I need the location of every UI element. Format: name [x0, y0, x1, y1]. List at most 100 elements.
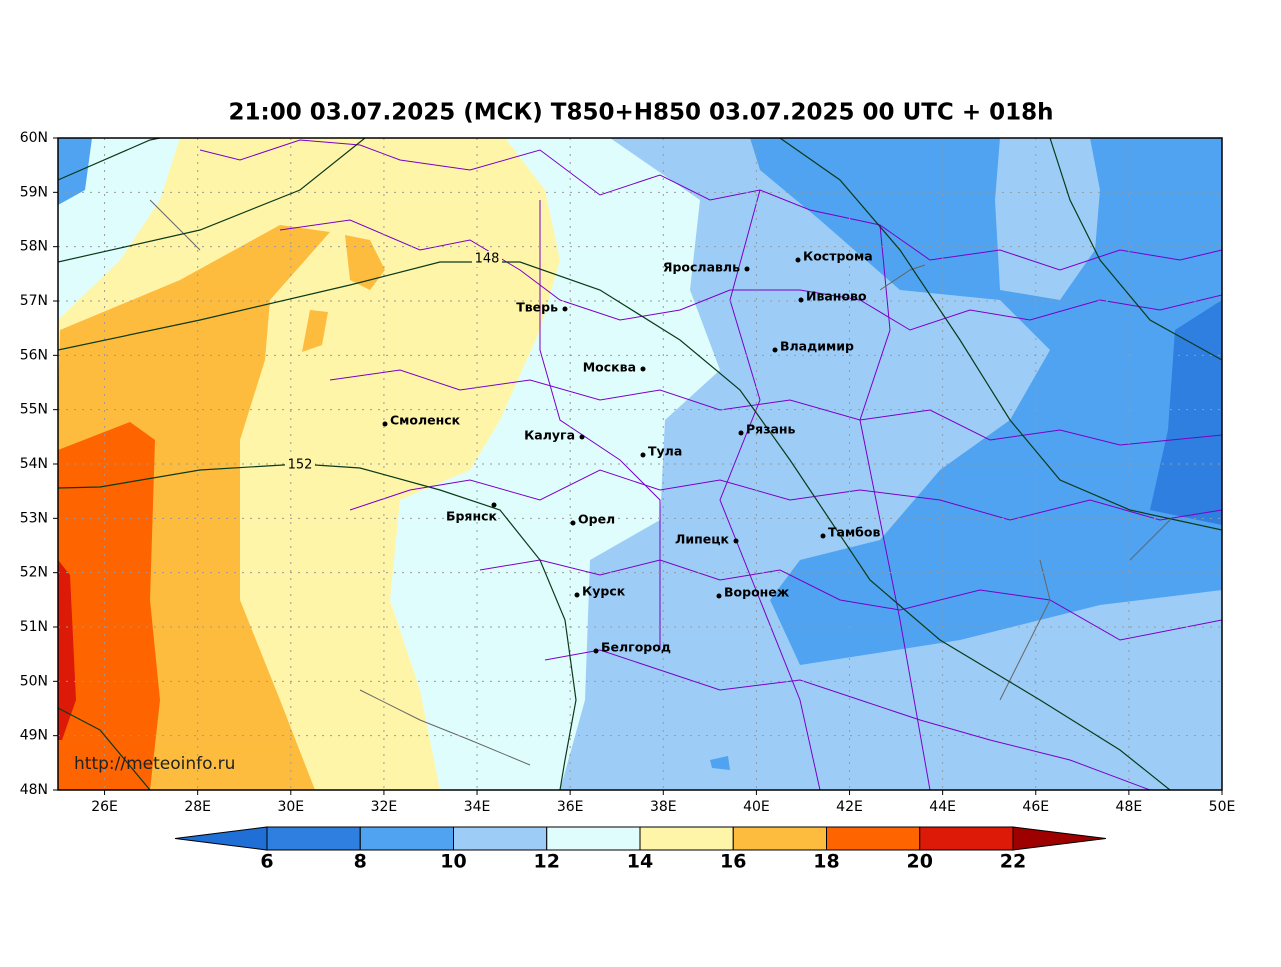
city-dot	[593, 648, 599, 654]
lon-label: 30E	[277, 799, 304, 815]
colorbar-tick-label: 6	[260, 851, 273, 873]
field	[58, 138, 92, 205]
city-dot	[744, 266, 750, 272]
coastline	[149, 199, 1171, 766]
colorbar-tick-label: 10	[440, 851, 466, 873]
city-dot	[570, 520, 576, 526]
colorbar-segment	[732, 826, 827, 851]
lon-label: 26E	[91, 799, 118, 815]
field	[750, 138, 1222, 665]
city-label: Владимир	[780, 339, 854, 354]
city-dot	[795, 257, 801, 263]
lon-label: 34E	[464, 799, 491, 815]
lat-label: 52N	[20, 565, 48, 581]
city-label: Тверь	[516, 300, 558, 315]
city-dot	[562, 306, 568, 312]
colorbar-tick-label: 12	[534, 851, 560, 873]
city-dot	[574, 592, 580, 598]
city-dot	[491, 502, 497, 508]
colorbar: 6 8 10 12 14 16 18 20 22	[174, 826, 1107, 873]
contour-label: 152	[288, 458, 313, 473]
lon-label: 32E	[371, 799, 398, 815]
colorbar-tick-label: 16	[720, 851, 746, 873]
city-label: Смоленск	[390, 413, 461, 428]
city-dot	[716, 593, 722, 599]
lat-label: 59N	[20, 184, 48, 200]
city-dot	[798, 297, 804, 303]
lon-label: 38E	[650, 799, 677, 815]
colorbar-segment	[359, 826, 454, 851]
colorbar-under	[174, 826, 268, 851]
height-contours	[58, 138, 1222, 790]
borders	[199, 139, 1222, 790]
colorbar-segment	[826, 826, 921, 851]
lat-label: 60N	[20, 130, 48, 146]
lon-label: 50E	[1209, 799, 1236, 815]
city-dot	[820, 533, 826, 539]
lon-label: 48E	[1116, 799, 1143, 815]
city-label: Белгород	[601, 640, 671, 655]
lat-label: 53N	[20, 510, 48, 526]
axes: 60N 59N 58N 57N 56N 55N 54N 53N 52N 51N 50N 49N 48N 2…	[20, 130, 1236, 815]
city-label: Брянск	[446, 509, 498, 524]
colorbar-tick-label: 22	[1000, 851, 1026, 873]
city-label: Кострома	[803, 249, 873, 264]
field	[58, 422, 160, 790]
lat-label: 50N	[20, 673, 48, 689]
colorbar-segment	[453, 826, 548, 851]
colorbar-segment	[266, 826, 361, 851]
graticule	[58, 138, 1222, 790]
lat-label: 49N	[20, 728, 48, 744]
field	[995, 138, 1100, 300]
lat-label: 54N	[20, 456, 48, 472]
field	[58, 560, 76, 740]
colorbar-tick-label: 14	[627, 851, 653, 873]
city-dot	[382, 421, 388, 427]
colorbar-tick-label: 20	[907, 851, 933, 873]
colorbar-over	[1012, 826, 1107, 851]
lon-label: 36E	[557, 799, 584, 815]
lon-label: 28E	[184, 799, 211, 815]
city-label: Тамбов	[828, 525, 880, 540]
lat-label: 58N	[20, 239, 48, 255]
title: 21:00 03.07.2025 (МСК) T850+H850 03.07.2…	[228, 100, 1053, 126]
lat-label: 55N	[20, 402, 48, 418]
lat-label: 51N	[20, 619, 48, 635]
lon-label: 44E	[929, 799, 956, 815]
city-label: Калуга	[524, 428, 575, 443]
city-dot	[579, 434, 585, 440]
watermark: http://meteoinfo.ru	[74, 754, 235, 774]
city-label: Тула	[648, 444, 682, 459]
contour-label: 148	[475, 252, 500, 267]
contour-label-bg	[472, 251, 502, 267]
lon-label: 42E	[836, 799, 863, 815]
city-dot	[733, 538, 739, 544]
cities: Ярославль Кострома Тверь Иваново Владимир Мос…	[382, 249, 880, 655]
city-dot	[738, 430, 744, 436]
lon-label: 46E	[1022, 799, 1049, 815]
lon-label: 40E	[743, 799, 770, 815]
city-label: Рязань	[746, 422, 796, 437]
city-label: Липецк	[675, 532, 730, 547]
field	[710, 756, 730, 770]
lat-label: 48N	[20, 782, 48, 798]
colorbar-segment	[639, 826, 734, 851]
field	[1150, 300, 1222, 525]
colorbar-segment	[546, 826, 641, 851]
colorbar-tick-label: 8	[354, 851, 367, 873]
field	[302, 235, 385, 352]
city-dot	[640, 366, 646, 372]
city-label: Воронеж	[724, 585, 790, 600]
contour-labels: 148 152	[285, 251, 502, 473]
city-label: Ярославль	[663, 260, 740, 275]
city-dot	[772, 347, 778, 353]
map-area: 148 152 Ярославль Кострома Тверь Иваново Влад…	[58, 138, 1222, 790]
city-label: Орел	[578, 512, 615, 527]
city-label: Курск	[582, 584, 626, 599]
city-label: Москва	[583, 360, 636, 375]
colorbar-tick-label: 18	[813, 851, 839, 873]
city-dot	[640, 452, 646, 458]
lat-label: 57N	[20, 293, 48, 309]
contour-label-bg	[285, 457, 315, 473]
